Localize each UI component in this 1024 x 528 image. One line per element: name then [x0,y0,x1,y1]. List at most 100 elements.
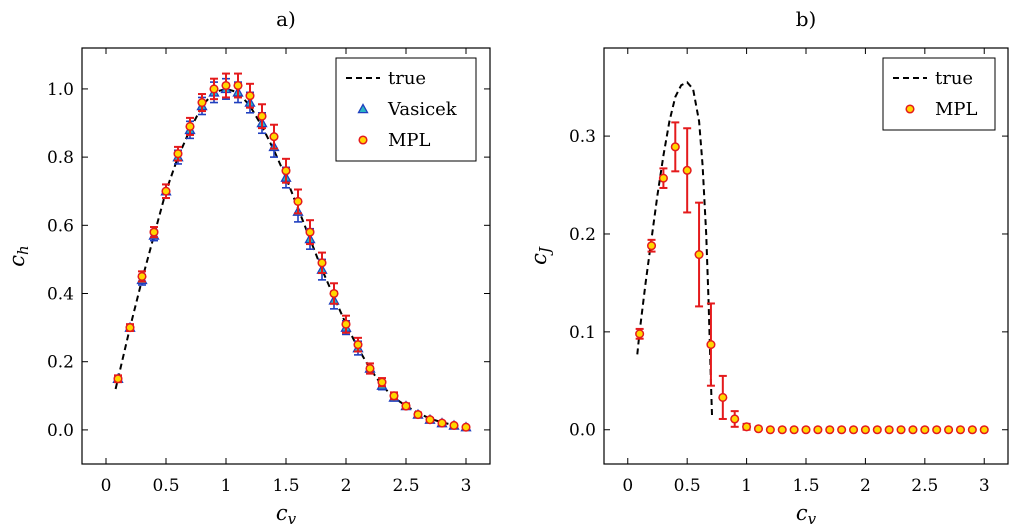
panel-b-xtick-label: 2.5 [911,476,938,496]
panel-a-ytick-label: 1.0 [47,80,74,100]
panel-a-ytick-label: 0.6 [47,216,74,236]
panel-a-title: a) [276,7,296,31]
panel-a-xtick-label: 3 [461,476,472,496]
panel-b-mpl-point [706,340,716,350]
panel-b-series-mpl [635,121,989,435]
panel-b-mpl-point [944,425,954,435]
panel-b-mpl-point [753,424,764,434]
panel-b-mpl-point [718,392,728,402]
panel-b-mpl-point [670,142,680,152]
panel-a-legend: true Vasicek MPL [335,57,477,162]
panel-a-mpl-point [233,80,243,91]
panel-b-mpl-point [932,425,942,435]
panel-b-chart: b) 0 0.5 1 1.5 2 2.5 3 0.0 0.1 0.2 0.3 cv cJ true MPL [527,7,1009,528]
panel-b-mpl-point [896,425,906,435]
panel-a-ytick-label: 0.0 [47,421,74,441]
panel-a-legend-mpl-swatch [358,135,368,145]
panel-a-mpl-point [329,288,339,299]
panel-a-ytick-label: 0.4 [47,285,74,305]
panel-b-xlabel-subscript: v [808,510,817,528]
panel-a-ytick-label: 0.2 [47,353,74,373]
panel-a-xlabel-subscript: v [288,510,297,528]
panel-b-ylabel: cJ [527,246,554,265]
panel-b-mpl-point [884,425,894,435]
panel-b-mpl-point [742,422,752,432]
panel-b-xtick-label: 2 [860,476,871,496]
panel-a-mpl-point [377,377,387,387]
panel-b-mpl-point [825,425,835,435]
panel-b-mpl-point [682,165,692,175]
panel-b-legend-box [882,57,996,131]
panel-a-mpl-point [173,149,183,159]
panel-b-mpl-point [765,425,775,435]
panel-a-ylabel-subscript: h [14,245,32,255]
panel-a-mpl-point [149,227,159,237]
panel-a-xtick-label: 0 [101,476,112,496]
panel-b-xtick-label: 0.5 [674,476,701,496]
panel-b-mpl-point [635,329,645,339]
panel-b-mpl-point [967,425,977,435]
panel-a-mpl-point [245,91,255,101]
panel-b-mpl-point [777,425,787,435]
panel-b-ylabel-subscript: J [536,246,554,256]
panel-a-mpl-point [401,401,411,411]
panel-b-mpl-point [813,425,823,435]
panel-b-mpl-point [801,425,811,435]
panel-b-legend-label-true: true [935,68,973,89]
panel-b-mpl-point [694,249,704,260]
panel-a-xtick-label: 2 [341,476,352,496]
panel-a-mpl-point [161,186,171,196]
panel-b-legend: true MPL [882,57,996,131]
panel-a-xtick-label: 0.5 [152,476,179,496]
panel-b-xtick-label: 1 [741,476,752,496]
panel-a-mpl-point [365,363,375,374]
panel-a-mpl-point [269,132,279,142]
panel-a-legend-label-true: true [388,68,426,89]
panel-b-title: b) [796,7,817,31]
panel-a-mpl-point [317,258,327,268]
panel-a-mpl-point [461,422,471,432]
panel-a-mpl-point [137,271,147,282]
panel-b-mpl-point [658,173,668,183]
panel-b-ytick-label: 0.0 [569,421,596,441]
panel-b-mpl-point [730,414,740,424]
panel-b-legend-mpl-swatch [905,104,915,114]
panel-a-mpl-point [449,420,459,431]
panel-a-mpl-point [197,98,207,108]
panel-a-xtick-label: 1 [221,476,232,496]
panel-a-mpl-point [425,415,435,425]
panel-b-mpl-point [872,425,882,435]
panel-a-mpl-point [413,410,423,420]
panel-b-xtick-label: 1.5 [792,476,819,496]
panel-a-legend-vasicek-swatch [357,103,369,114]
panel-b-mpl-point [646,241,657,251]
panel-a-mpl-point [353,340,363,350]
panel-b-mpl-point [848,425,859,435]
panel-b-mpl-point [908,425,918,435]
panel-b-mpl-point [860,425,870,435]
panel-a-legend-label-vasicek: Vasicek [387,99,458,120]
panel-b-ytick-label: 0.2 [569,225,596,245]
panel-b-xlabel: cv [796,501,817,528]
panel-a-ylabel: ch [5,245,32,266]
panel-b-true-curve [636,81,714,419]
panel-a-mpl-point [125,323,135,333]
panel-a-series-mpl [113,72,471,432]
panel-b-mpl-point [979,425,989,435]
panel-b-ytick-label: 0.3 [569,127,596,147]
panel-b-mpl-point [837,425,847,435]
panel-a-xtick-label: 2.5 [392,476,419,496]
panel-b-xtick-label: 0 [622,476,633,496]
panel-a-mpl-point [113,374,123,384]
panel-b-mpl-point [955,425,966,435]
panel-a-mpl-point [281,166,291,176]
panel-a-mpl-point [209,84,219,94]
panel-a-mpl-point [185,121,195,131]
panel-a-xtick-label: 1.5 [272,476,299,496]
panel-a-chart: a) 0 0.5 1 1.5 2 2.5 3 0.0 0.2 0.4 0.6 0.8 1.0 cv ch tru… [5,7,491,528]
panel-b-mpl-point [920,425,930,435]
panel-a-mpl-point [341,319,351,329]
panel-a-ytick-label: 0.8 [47,148,74,168]
panel-a-mpl-point [221,80,231,91]
panel-a-legend-box [335,57,477,162]
